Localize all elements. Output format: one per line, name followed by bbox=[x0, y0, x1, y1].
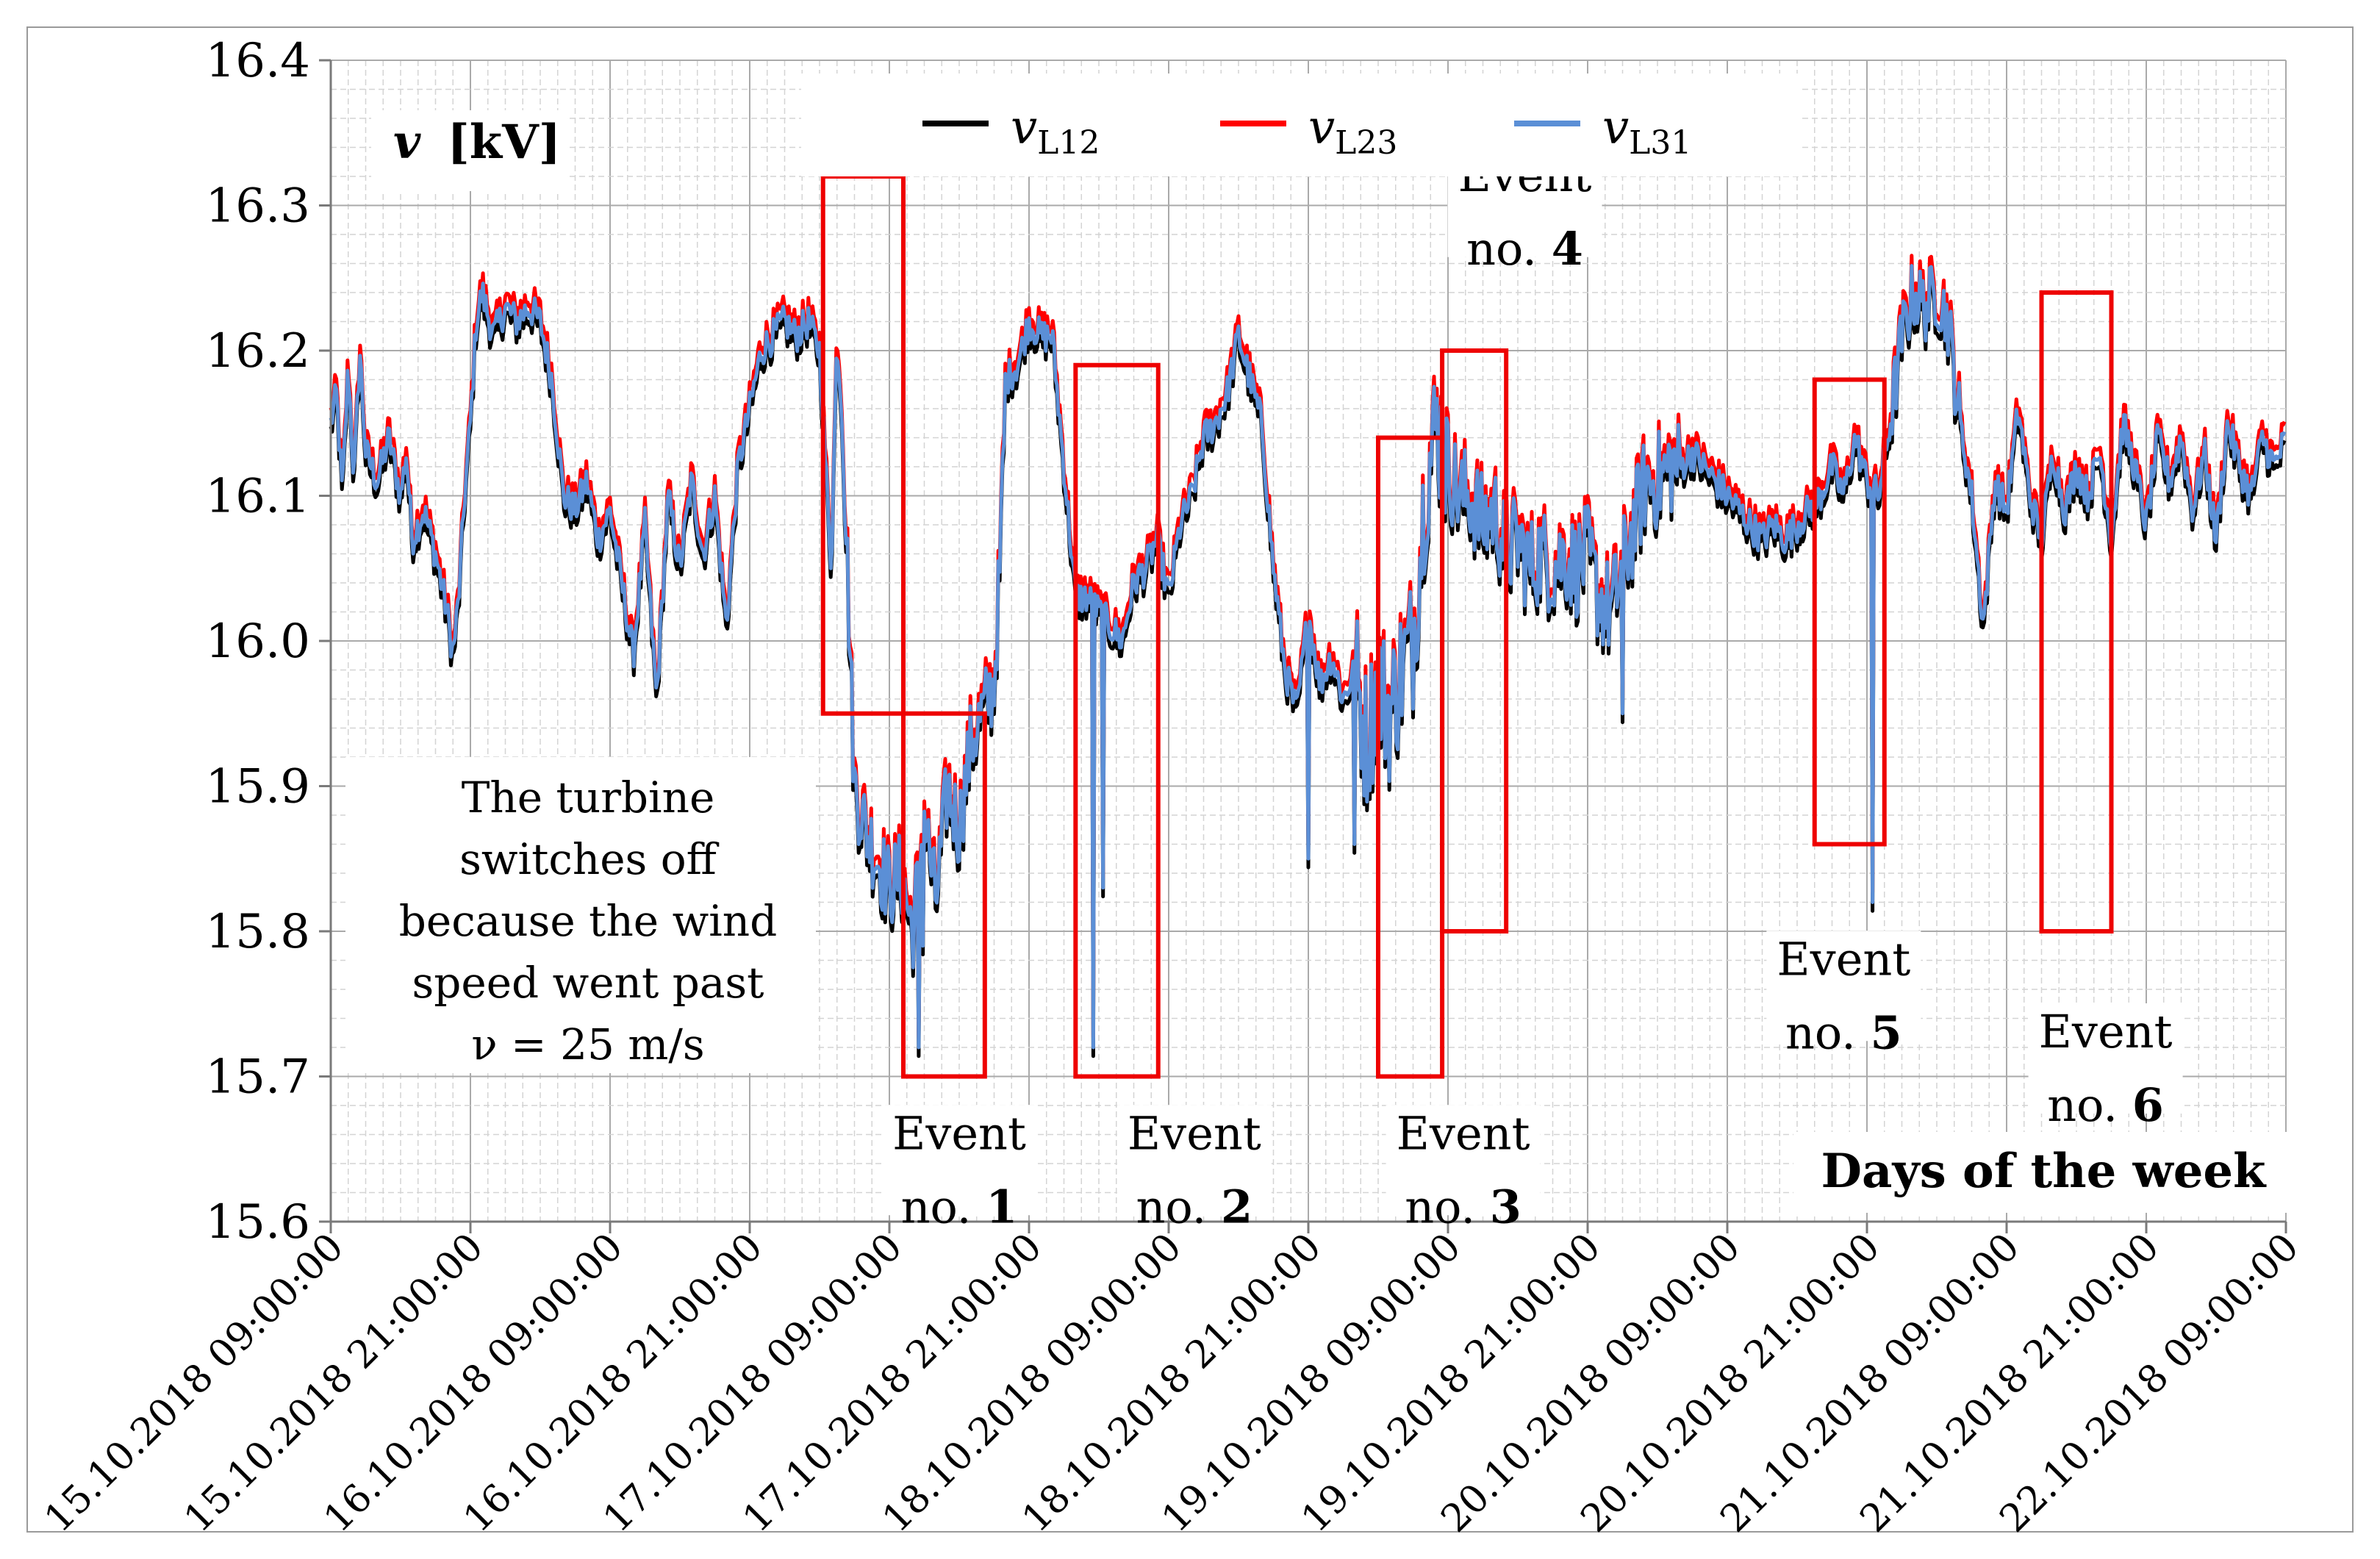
y-tick-label: 15.7 bbox=[206, 1050, 311, 1105]
series-lines bbox=[329, 254, 2287, 1058]
event-2-number: no. 2 bbox=[1136, 1180, 1252, 1233]
x-axis-label: Days of the week bbox=[1821, 1144, 2268, 1199]
event-3-label-bg bbox=[1386, 1105, 1541, 1216]
xlabel-background bbox=[1793, 1132, 2293, 1213]
chart-frame bbox=[26, 26, 2354, 1533]
annotation-line: because the wind bbox=[399, 896, 778, 946]
y-tick-label: 16.4 bbox=[206, 34, 311, 88]
y-tick-label: 16.0 bbox=[206, 614, 311, 669]
y-tick-label: 15.6 bbox=[206, 1195, 311, 1250]
event-1-number: no. 1 bbox=[901, 1180, 1018, 1233]
y-axis-label: v [kV] bbox=[393, 115, 561, 170]
event-1-label: Event bbox=[892, 1106, 1026, 1160]
event-6-box bbox=[2039, 290, 2114, 933]
y-tick-label: 16.3 bbox=[206, 179, 311, 234]
event-6-number: no. 6 bbox=[2047, 1078, 2164, 1132]
legend-label-l31: vL31 bbox=[1602, 101, 1691, 162]
event-3-number: no. 3 bbox=[1405, 1180, 1521, 1233]
event-3-label: Event bbox=[1397, 1106, 1530, 1160]
y-tick-labels: 15.6 15.7 15.8 15.9 16.0 16.1 16.2 16.3 16.4 bbox=[206, 34, 331, 1250]
event-2-label-bg bbox=[1116, 1105, 1272, 1216]
event-5-box bbox=[1812, 377, 1887, 847]
y-tick-label: 16.1 bbox=[206, 470, 311, 524]
annotation-line: speed went past bbox=[412, 958, 764, 1008]
y-axis-label-unit: [kV] bbox=[447, 115, 561, 170]
y-tick-label: 15.9 bbox=[206, 760, 311, 814]
event-2-box bbox=[1073, 362, 1161, 1079]
event-5-label: Event bbox=[1777, 932, 1910, 986]
legend: vL12 vL23 vL31 bbox=[801, 74, 1801, 176]
legend-label-l12: vL12 bbox=[1011, 101, 1100, 162]
ylabel-background bbox=[371, 110, 570, 191]
event-4-box bbox=[1440, 348, 1509, 933]
event-1-box bbox=[901, 711, 987, 1079]
annotation-line: switches off bbox=[459, 834, 720, 884]
event-5-label-bg bbox=[1766, 931, 1921, 1042]
event-4-number: no. 4 bbox=[1466, 222, 1583, 276]
annotation-line: ν = 25 m/s bbox=[471, 1019, 704, 1069]
y-axis-label-var: v bbox=[393, 115, 421, 170]
legend-label-l23: vL23 bbox=[1308, 101, 1397, 162]
y-tick-label: 15.8 bbox=[206, 905, 311, 959]
event-6-label-bg bbox=[2028, 1003, 2183, 1114]
y-tick-label: 16.2 bbox=[206, 324, 311, 379]
annotation-line: The turbine bbox=[462, 773, 715, 822]
event-6-label: Event bbox=[2039, 1005, 2173, 1058]
event-1-label-bg bbox=[882, 1105, 1036, 1216]
turbine-annotation: The turbine switches off because the wind s… bbox=[399, 773, 778, 1069]
event-2-label: Event bbox=[1128, 1106, 1261, 1160]
event-5-number: no. 5 bbox=[1785, 1006, 1902, 1059]
annotation-background bbox=[345, 757, 816, 1073]
series-line-l31 bbox=[329, 264, 2287, 1050]
